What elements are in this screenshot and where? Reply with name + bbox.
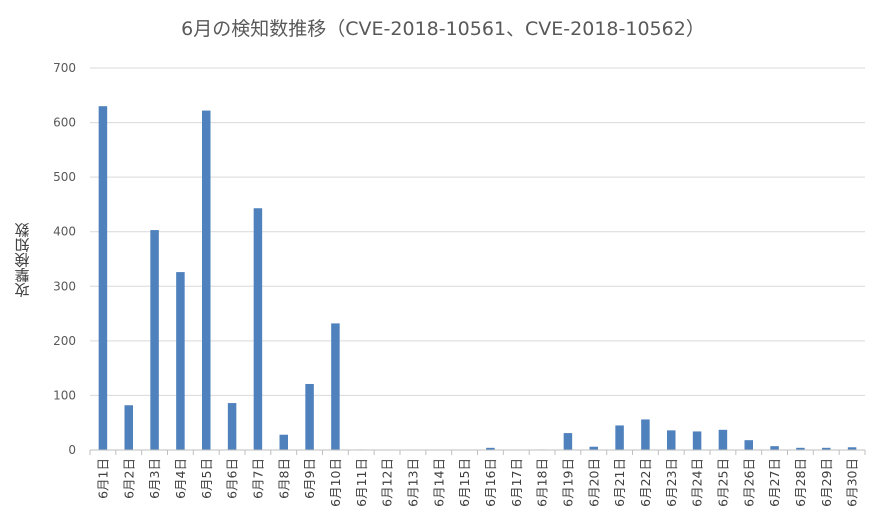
- x-tick-label: 6月2日: [121, 458, 136, 499]
- x-tick-label: 6月17日: [509, 458, 524, 507]
- x-tick-label: 6月7日: [250, 458, 265, 499]
- x-tick-label: 6月22日: [638, 458, 653, 507]
- bar: [305, 383, 314, 450]
- x-tick-label: 6月29日: [819, 458, 834, 507]
- y-tick-label: 0: [68, 443, 76, 457]
- bar: [615, 425, 624, 450]
- bar: [176, 272, 185, 450]
- x-tick-label: 6月10日: [328, 458, 343, 507]
- bar: [331, 323, 340, 450]
- x-tick-label: 6月30日: [845, 458, 860, 507]
- bar: [718, 429, 728, 450]
- x-tick-label: 6月4日: [173, 458, 188, 499]
- y-tick-label: 100: [53, 388, 76, 402]
- bars: [98, 106, 857, 451]
- bar: [227, 403, 237, 450]
- bar: [770, 446, 779, 450]
- x-tick-label: 6月27日: [767, 458, 782, 507]
- bar: [124, 405, 133, 450]
- y-tick-label: 600: [53, 116, 76, 130]
- x-tick-label: 6月23日: [664, 458, 679, 507]
- y-tick-label: 200: [53, 334, 76, 348]
- x-tick-label: 6月19日: [560, 458, 575, 507]
- x-tick-label: 6月12日: [380, 458, 395, 507]
- y-tick-label: 700: [53, 61, 76, 75]
- chart-title: 6月の検知数推移（CVE-2018-10561、CVE-2018-10562）: [181, 18, 705, 40]
- x-axis: [89, 449, 866, 455]
- y-tick-label: 300: [53, 279, 76, 293]
- bar: [486, 447, 495, 450]
- x-tick-label: 6月15日: [457, 458, 472, 507]
- x-tick-label: 6月9日: [302, 458, 317, 499]
- bar: [641, 419, 650, 450]
- bar: [202, 110, 211, 451]
- bar: [667, 430, 676, 450]
- bar: [744, 440, 753, 450]
- x-tick-label: 6月3日: [147, 458, 162, 499]
- bar: [692, 431, 702, 450]
- x-tick-label: 6月20日: [586, 458, 601, 507]
- x-tick-label: 6月11日: [354, 458, 369, 507]
- y-axis-ticks: 0 100 200 300 400 500 600 700: [53, 61, 76, 457]
- x-tick-label: 6月21日: [612, 458, 627, 507]
- x-tick-label: 6月28日: [793, 458, 808, 507]
- x-tick-label: 6月16日: [483, 458, 498, 507]
- x-tick-label: 6月18日: [535, 458, 550, 507]
- x-tick-label: 6月14日: [431, 458, 446, 507]
- x-tick-label: 6月25日: [715, 458, 730, 507]
- x-tick-label: 6月8日: [276, 458, 291, 499]
- x-tick-label: 6月24日: [690, 458, 705, 507]
- bar: [279, 434, 288, 450]
- y-tick-label: 400: [53, 225, 76, 239]
- bar: [796, 447, 805, 450]
- bar: [563, 433, 573, 450]
- x-tick-label: 6月1日: [95, 458, 110, 499]
- bar: [98, 106, 108, 450]
- gridlines: [90, 67, 865, 396]
- bar: [253, 208, 263, 450]
- bar: [822, 447, 831, 450]
- x-axis-ticks: 6月1日 6月2日 6月3日 6月4日 6月5日 6月6日 6月7日 6月8日 6月9日 6月10…: [95, 458, 859, 507]
- y-tick-label: 500: [53, 170, 76, 184]
- bar: [589, 446, 598, 450]
- x-tick-label: 6月5日: [199, 458, 214, 499]
- x-tick-label: 6月26日: [741, 458, 756, 507]
- x-tick-label: 6月6日: [225, 458, 240, 499]
- bar: [847, 447, 857, 450]
- bar: [150, 230, 159, 450]
- x-tick-label: 6月13日: [405, 458, 420, 507]
